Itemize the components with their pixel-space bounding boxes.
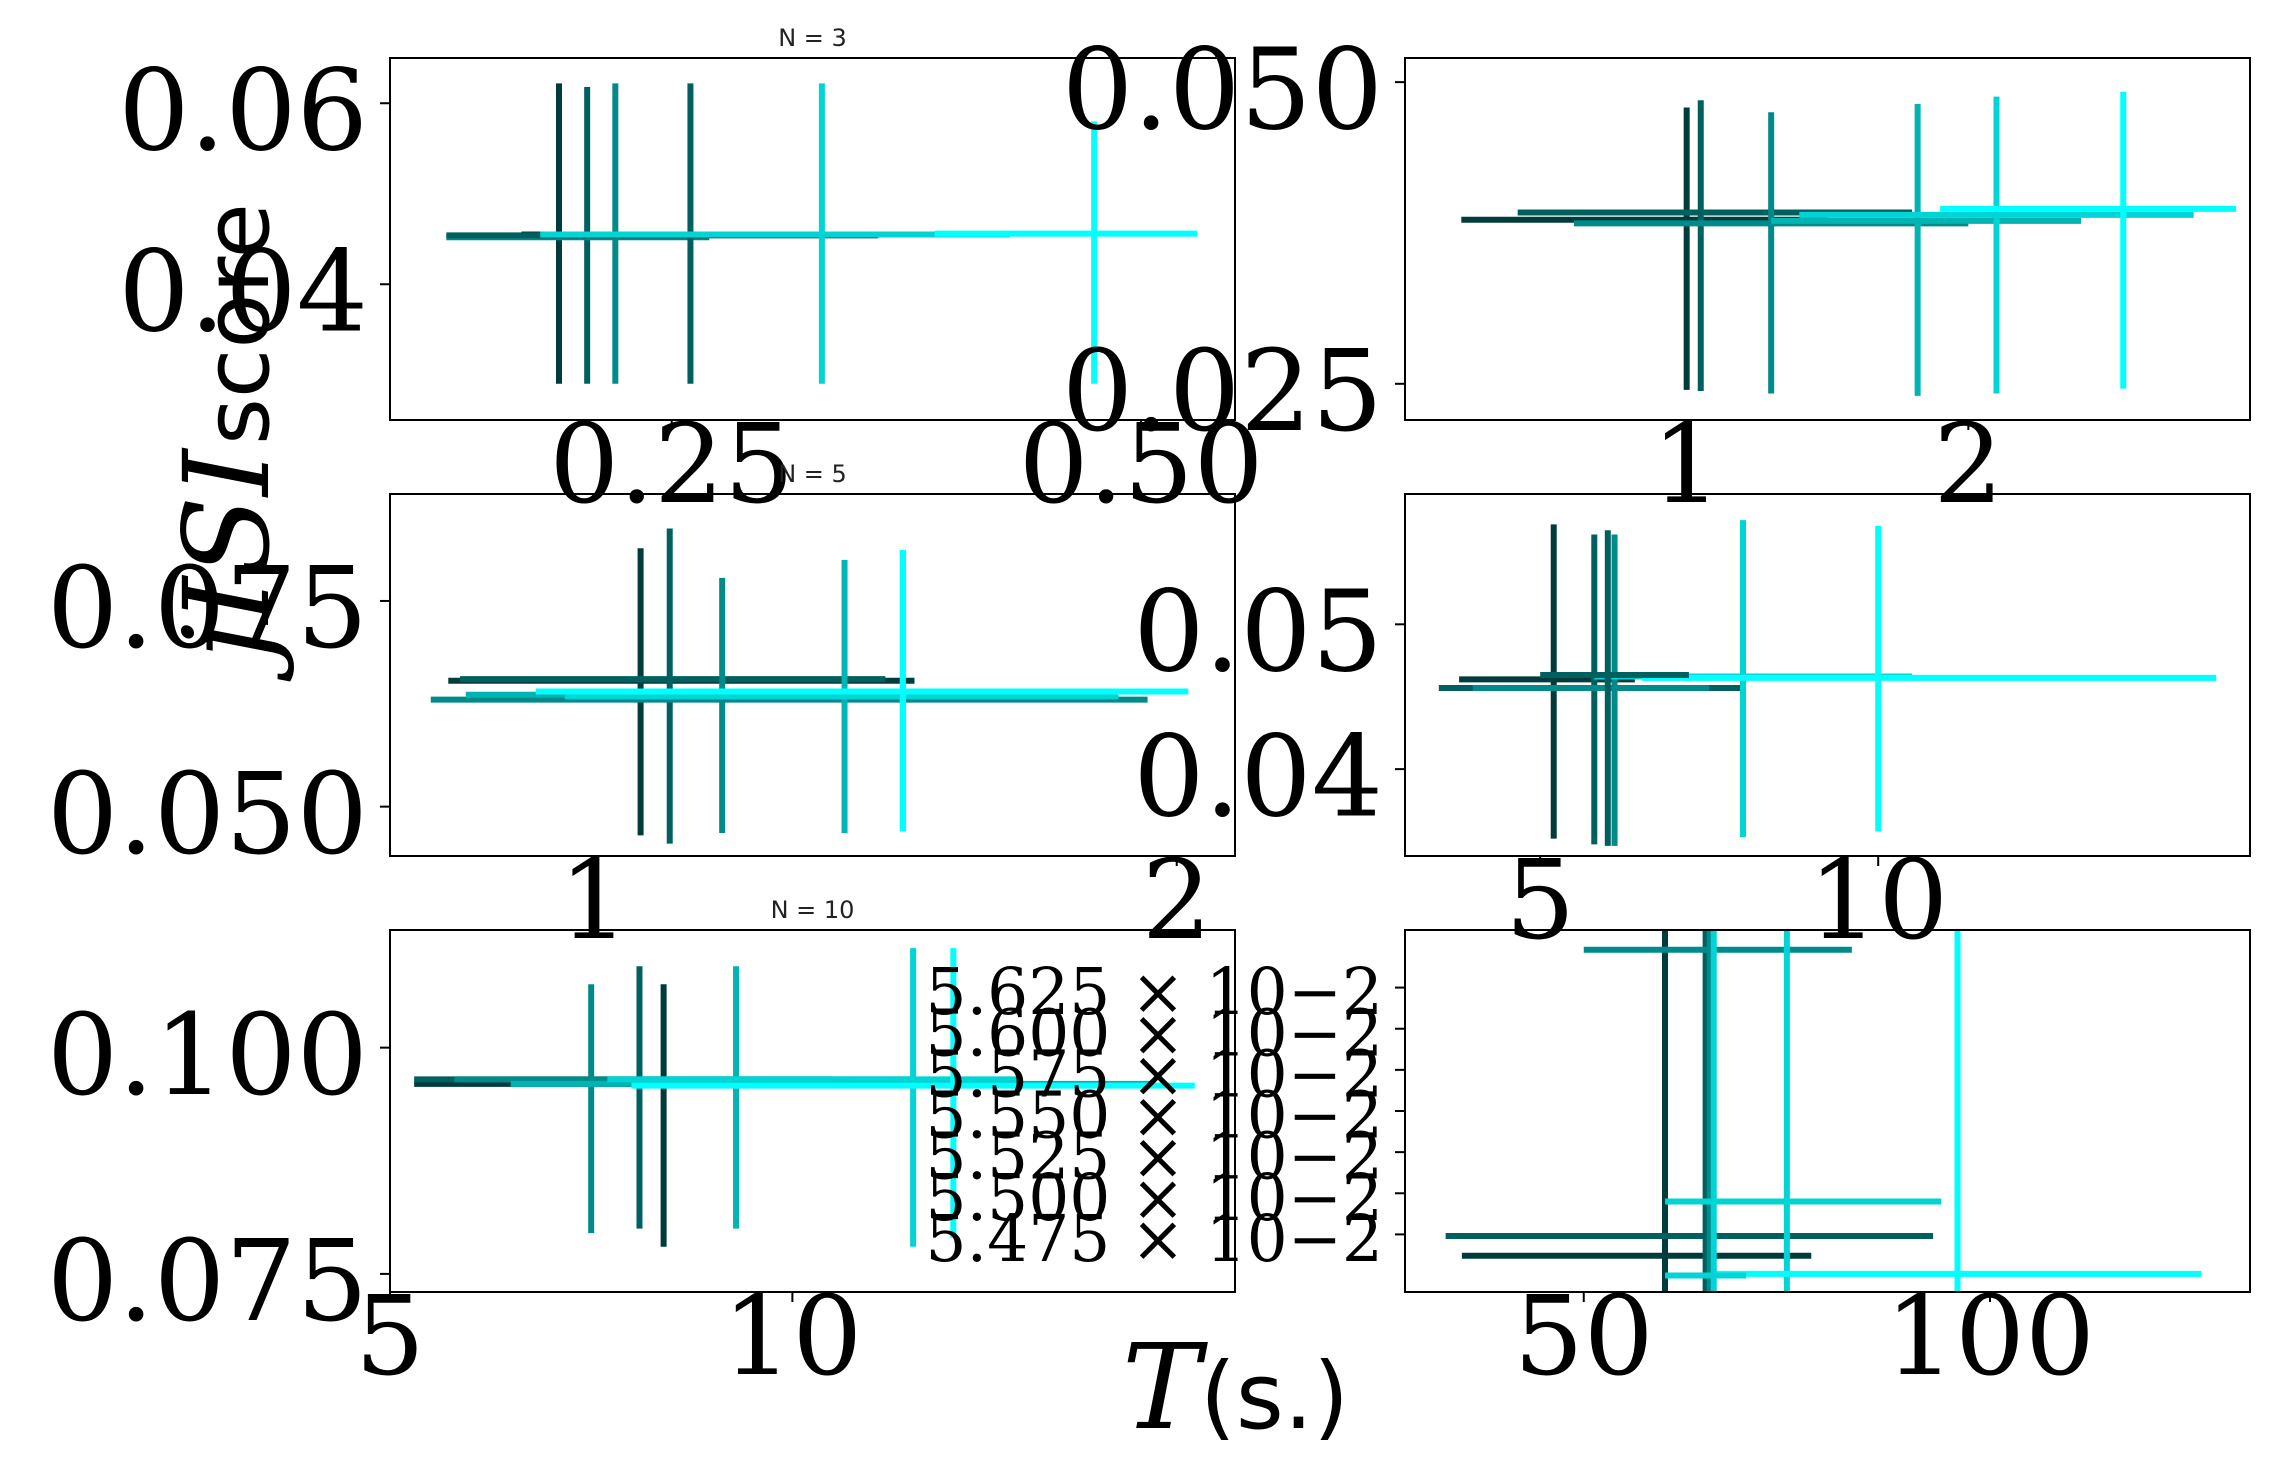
- y-tick-label: 0.06: [118, 46, 368, 176]
- data-point-2: [459, 528, 886, 844]
- x-tick-label: 0.25: [549, 400, 794, 528]
- data-point-6: [1665, 930, 1747, 1292]
- x-label-text: (s.): [1200, 1343, 1349, 1450]
- y-tick-label: 0.05: [1133, 568, 1383, 698]
- data-point-5: [1799, 96, 2194, 394]
- panel-title: N = 5: [778, 460, 847, 488]
- y-tick-label: 0.04: [118, 227, 368, 357]
- axes-frame: [389, 57, 1236, 421]
- axes-frame: [389, 493, 1236, 857]
- data-point-3: [430, 577, 1148, 833]
- x-tick-label: 1: [1652, 400, 1722, 528]
- y-tick-label: 0.050: [1062, 25, 1383, 155]
- panel-title: N = 10: [771, 896, 855, 924]
- y-label-math: jISI: [158, 447, 296, 682]
- x-tick-label: 2: [1142, 836, 1212, 964]
- y-tick-label: 0.04: [1133, 712, 1383, 842]
- data-point-5: [607, 948, 1018, 1247]
- data-point-5: [1641, 525, 2217, 832]
- y-tick-label: 0.100: [47, 991, 368, 1121]
- data-point-2: [414, 966, 833, 1229]
- x-label-math: T: [1122, 1318, 1208, 1456]
- y-axis-label: jISI score: [158, 203, 296, 682]
- y-tick-label: 5.600 × 10−2: [925, 996, 1383, 1071]
- panel-6: 50 100 5.475 × 10−25.500 × 10−25.525 × 10−…: [925, 929, 2251, 1400]
- y-tick-label: 5.525 × 10−2: [925, 1120, 1383, 1195]
- y-tick-label: 5.625 × 10−2: [925, 955, 1383, 1030]
- panels: N = 3 0.25 0.50 0.04 0.06 1 2 0.025 0.050 N = 5 1 2…: [47, 24, 2251, 1400]
- y-tick-label: 5.475 × 10−2: [925, 1202, 1383, 1277]
- x-axis-label: T (s.): [1122, 1318, 1349, 1456]
- x-tick-label: 10: [1808, 836, 1948, 964]
- x-tick-label: 50: [1514, 1272, 1654, 1400]
- data-point-6: [535, 549, 1189, 832]
- axes-frame: [389, 929, 1236, 1293]
- y-tick-label: 5.575 × 10−2: [925, 1037, 1383, 1112]
- y-tick-label: 0.050: [47, 750, 368, 880]
- panel-5: N = 10 5 10 0.075 0.100: [47, 896, 1236, 1400]
- data-point-3: [1472, 534, 1710, 846]
- x-tick-label: 1: [559, 836, 629, 964]
- axes-frame: [1404, 57, 2251, 421]
- data-point-3: [454, 984, 914, 1234]
- data-point-5: [540, 83, 1010, 384]
- data-point-1: [414, 984, 889, 1247]
- panel-4: 5 10 0.04 0.05: [1133, 493, 2251, 964]
- data-point-2: [1517, 100, 1912, 392]
- data-point-1: [1461, 930, 1812, 1292]
- data-point-3: [1583, 930, 1852, 1292]
- x-tick-label: 5: [355, 1272, 425, 1400]
- y-tick-label: 5.550 × 10−2: [925, 1079, 1383, 1154]
- data-point-4: [1771, 103, 2081, 396]
- panel-title: N = 3: [778, 24, 847, 52]
- data-point-2: [1445, 930, 1934, 1292]
- data-point-6: [1940, 91, 2236, 389]
- data-point-6: [631, 948, 1195, 1238]
- y-label-text: score: [185, 203, 290, 445]
- y-tick-label: 0.075: [47, 544, 368, 674]
- y-tick-label: 5.500 × 10−2: [925, 1161, 1383, 1236]
- y-tick-label: 0.025: [1062, 327, 1383, 457]
- x-tick-label: 100: [1885, 1272, 2095, 1400]
- x-tick-label: 0.50: [1019, 400, 1264, 528]
- data-point-1: [1461, 107, 1828, 390]
- data-point-6: [934, 121, 1198, 384]
- y-tick-label: 0.075: [47, 1217, 368, 1347]
- x-tick-label: 10: [722, 1272, 862, 1400]
- data-point-3: [1574, 112, 1969, 394]
- data-point-6: [1540, 530, 1689, 846]
- data-point-5: [1713, 930, 2202, 1292]
- x-tick-label: 5: [1505, 836, 1575, 964]
- panel-3: N = 5 1 2 0.050 0.075: [47, 460, 1236, 964]
- x-tick-label: 2: [1933, 400, 2003, 528]
- axes-frame: [1404, 493, 2251, 857]
- panel-2: 1 2 0.025 0.050: [1062, 25, 2251, 528]
- panel-1: N = 3 0.25 0.50 0.04 0.06: [118, 24, 1263, 528]
